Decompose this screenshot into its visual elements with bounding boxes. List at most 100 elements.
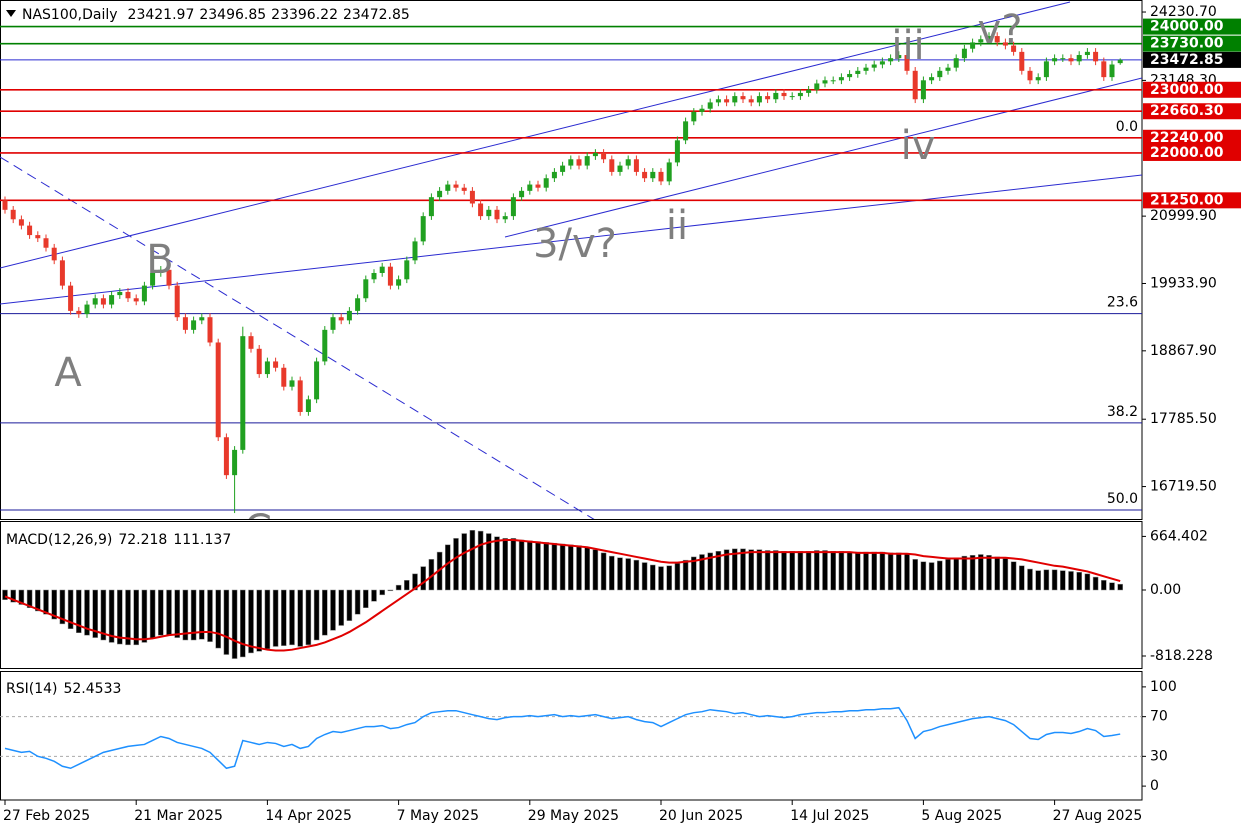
candle-body: [855, 70, 861, 74]
candle-body: [10, 209, 16, 220]
macd-bar: [1060, 570, 1066, 591]
macd-bar: [1101, 580, 1107, 591]
macd-bar: [1051, 569, 1058, 591]
macd-bar: [715, 551, 722, 591]
candle-body: [543, 178, 549, 188]
macd-bar: [896, 552, 902, 591]
candle-body: [68, 285, 74, 311]
macd-bar: [117, 589, 123, 645]
menu-arrow: [6, 10, 16, 17]
macd-bar: [986, 555, 992, 591]
candle-body: [166, 269, 172, 286]
candle-body: [650, 171, 656, 179]
macd-bar: [937, 560, 943, 591]
macd-bar: [576, 545, 582, 591]
candle-body: [420, 216, 426, 242]
macd-bar: [633, 559, 640, 591]
candle-body: [510, 197, 516, 217]
macd-bar: [494, 536, 500, 591]
macd-bar: [641, 562, 648, 591]
candle-body: [773, 92, 779, 100]
x-tick-label: 5 Aug 2025: [921, 808, 1002, 824]
y-tick-label: 30: [1150, 748, 1168, 764]
macd-bar: [281, 589, 287, 646]
candle-body: [27, 225, 33, 236]
macd-bar: [969, 555, 976, 591]
macd-bar: [855, 551, 861, 591]
macd-bar: [35, 589, 41, 612]
price-header: NAS100,Daily 23421.97 23496.85 23396.22 2347…: [22, 7, 410, 23]
candle-body: [970, 42, 976, 49]
candle-body: [396, 279, 402, 286]
macd-bar: [814, 550, 820, 591]
macd-bar: [379, 589, 385, 596]
candle-body: [502, 216, 508, 220]
open-value: 23421.97: [128, 7, 195, 23]
candle-body: [92, 298, 98, 305]
macd-bar: [805, 551, 812, 591]
macd-bar: [1076, 572, 1082, 591]
macd-bar: [420, 566, 426, 591]
candle-body: [232, 449, 238, 476]
macd-bar: [2, 589, 8, 600]
macd-bar: [158, 589, 164, 636]
candle-body: [699, 108, 705, 112]
macd-bar: [297, 589, 303, 647]
candle-body: [1052, 58, 1058, 62]
trend-line: [0, 174, 1142, 305]
candle-body: [1084, 51, 1090, 56]
level-label-box: [1143, 129, 1241, 146]
candle-body: [289, 380, 295, 387]
macd-bar: [248, 589, 254, 654]
candle-body: [35, 235, 41, 239]
candle-body: [830, 80, 836, 82]
y-tick-label: 100: [1150, 679, 1177, 695]
macd-bar: [945, 559, 951, 591]
macd-bar: [658, 566, 664, 591]
macd-bar: [330, 589, 336, 631]
level-label: 23000.00: [1150, 82, 1224, 98]
candle-body: [642, 171, 648, 179]
candle-body: [1109, 64, 1115, 78]
candle-body: [174, 285, 180, 318]
y-tick-label: 17785.50: [1150, 411, 1217, 427]
macd-bar: [76, 589, 82, 634]
candle-body: [527, 184, 533, 191]
macd-bar: [846, 551, 853, 591]
macd-bar: [723, 549, 730, 591]
candle-body: [1019, 51, 1025, 71]
macd-bar: [756, 549, 763, 591]
macd-bar: [559, 543, 566, 591]
macd-bar: [592, 549, 599, 591]
macd-bar: [1084, 573, 1091, 591]
trend-line-dashed: [0, 156, 595, 519]
candle-body: [387, 266, 393, 286]
candle-body: [281, 367, 287, 387]
macd-bar: [1019, 565, 1025, 591]
macd-bar: [568, 544, 574, 591]
macd-bar: [707, 552, 713, 591]
candle-body: [535, 184, 541, 188]
candle-body: [18, 219, 24, 226]
macd-bar: [978, 554, 984, 591]
macd-bar: [740, 548, 746, 591]
macd-bar: [174, 589, 180, 638]
macd-bar: [371, 589, 377, 602]
macd-bar: [84, 589, 90, 636]
candle-body: [1011, 45, 1017, 52]
candle-body: [560, 165, 566, 172]
candle-body: [1093, 51, 1099, 62]
macd-bar: [682, 559, 689, 591]
signal-line: [4, 538, 1121, 652]
candle-body: [199, 317, 205, 321]
macd-title: MACD(12,26,9): [6, 532, 112, 548]
macd-bar: [666, 565, 672, 591]
rsi-value: 52.4533: [63, 681, 121, 697]
candle-body: [1076, 55, 1082, 62]
candle-body: [986, 36, 992, 40]
candle-body: [100, 298, 106, 305]
fib-label: 23.6: [1107, 295, 1138, 311]
signal-value: 111.137: [173, 532, 231, 548]
